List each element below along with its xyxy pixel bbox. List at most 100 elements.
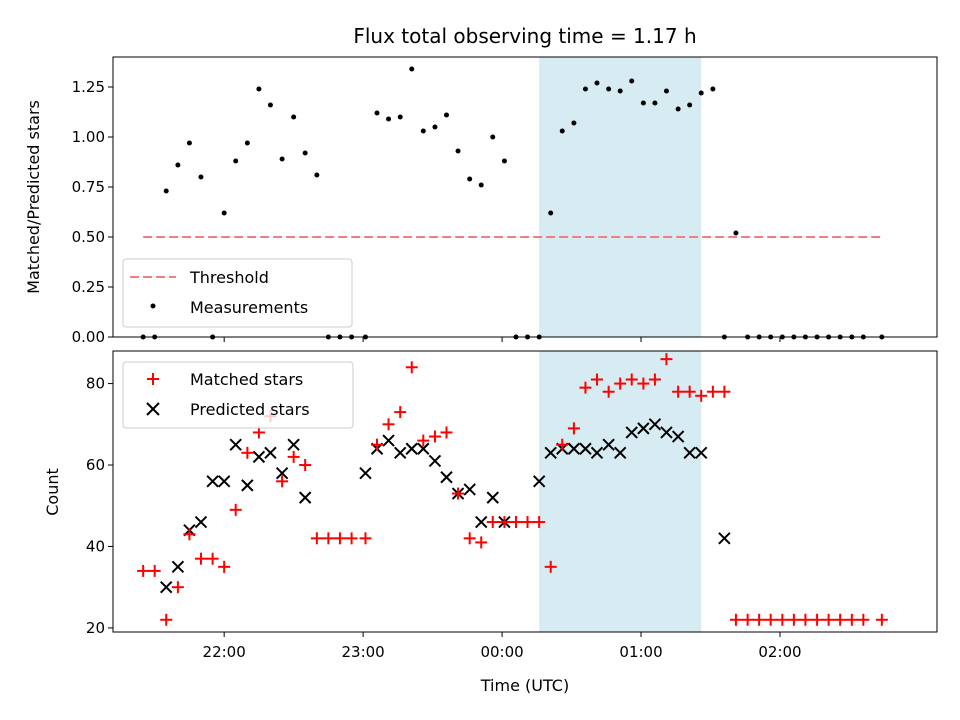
measurement-point: [548, 210, 554, 216]
measurement-point: [175, 162, 181, 168]
matched-star-marker: [834, 613, 847, 626]
predicted-star-marker: [613, 446, 627, 460]
matched-star-marker: [729, 613, 742, 626]
matched-star-marker: [706, 385, 719, 398]
bottom-y-tick-label: 60: [86, 456, 105, 474]
measurement-point: [432, 124, 438, 130]
measurement-point: [244, 140, 250, 146]
matched-star-marker: [845, 613, 858, 626]
matched-star-marker: [509, 516, 522, 529]
matched-star-marker: [764, 613, 777, 626]
predicted-star-marker: [428, 454, 442, 468]
predicted-star-marker: [625, 426, 638, 439]
top-y-ticks: 0.00 0.25 0.50 0.75 1.00 1.25: [72, 78, 113, 346]
measurement-point: [420, 128, 426, 134]
predicted-star-marker: [264, 446, 277, 460]
matched-star-marker: [359, 532, 372, 545]
measurement-point: [698, 90, 704, 96]
predicted-star-marker: [579, 442, 592, 455]
x-axis-label: Time (UTC): [480, 676, 569, 695]
measurement-point: [675, 106, 681, 112]
predicted-star-marker: [252, 450, 266, 464]
x-tick-label: 23:00: [342, 643, 385, 661]
predicted-star-marker: [637, 422, 650, 435]
top-y-axis-label: Matched/Predicted stars: [24, 100, 43, 294]
measurement-point: [490, 134, 496, 140]
measurement-point: [559, 128, 565, 134]
matched-star-marker: [148, 564, 161, 577]
bottom-axes-frame: [112, 350, 938, 633]
measurement-point: [198, 174, 204, 180]
top-y-tick-label: 1.25: [72, 78, 105, 96]
matched-star-marker: [567, 422, 580, 435]
matched-star-marker: [718, 385, 731, 398]
predicted-star-marker: [694, 446, 708, 460]
predicted-star-marker: [648, 418, 662, 431]
matched-star-marker: [241, 446, 254, 459]
matched-star-marker: [276, 475, 289, 488]
matched-star-marker: [614, 377, 627, 390]
measurement-point: [302, 150, 308, 156]
predicted-star-marker: [229, 438, 242, 451]
measurement-point: [652, 100, 658, 106]
measurement-point: [279, 156, 285, 162]
matched-star-marker: [683, 385, 696, 398]
x-tick-label: 00:00: [480, 643, 523, 661]
measurement-point: [291, 114, 297, 120]
predicted-star-marker: [382, 434, 395, 447]
x-tick-label: 02:00: [758, 643, 801, 661]
matched-star-marker: [322, 532, 335, 545]
matched-star-marker: [811, 613, 824, 626]
top-y-tick-label: 0.50: [72, 228, 105, 246]
predicted-star-marker: [683, 446, 696, 460]
matched-star-marker: [394, 406, 407, 419]
matched-star-marker: [579, 381, 592, 394]
matched-star-marker: [310, 532, 323, 545]
measurement-point: [733, 230, 739, 236]
matched-star-marker: [660, 353, 673, 366]
predicted-star-marker: [671, 430, 685, 443]
predicted-star-marker: [718, 532, 731, 545]
matched-star-marker: [544, 560, 557, 573]
matched-star-marker: [822, 613, 835, 626]
measurement-point: [221, 210, 227, 216]
measurement-point: [386, 116, 392, 122]
legend-matched-swatch: [147, 373, 159, 385]
measurement-point: [163, 188, 169, 194]
top-highlight-span: [539, 57, 702, 337]
measurement-point: [478, 182, 484, 188]
measurement-point: [267, 102, 273, 108]
measurement-point: [501, 158, 507, 164]
predicted-star-marker: [567, 442, 581, 455]
measurement-point: [186, 140, 192, 146]
top-x-ticks: [223, 337, 781, 342]
matched-star-marker: [533, 516, 546, 529]
legend-predicted-label: Predicted stars: [190, 400, 310, 419]
matched-star-marker: [625, 373, 638, 386]
predicted-star-marker: [602, 438, 615, 451]
matched-star-marker: [440, 426, 453, 439]
measurement-point: [640, 100, 646, 106]
bottom-y-tick-label: 40: [86, 537, 105, 555]
matched-star-marker: [857, 613, 870, 626]
legend-threshold-label: Threshold: [189, 268, 269, 287]
chart-title: Flux total observing time = 1.17 h: [353, 24, 696, 48]
measurement-point: [606, 86, 612, 92]
predicted-star-marker: [275, 466, 289, 480]
top-y-tick-label: 0.00: [72, 328, 105, 346]
matched-star-marker: [486, 516, 499, 529]
matched-star-marker: [637, 377, 650, 390]
matched-star-marker: [287, 450, 300, 463]
predicted-star-marker: [241, 479, 254, 492]
predicted-star-marker: [206, 475, 219, 488]
predicted-star-marker: [417, 442, 430, 455]
legend-measurements-label: Measurements: [190, 298, 308, 317]
matched-star-marker: [590, 373, 603, 386]
measurement-point: [443, 112, 449, 118]
matched-star-marker: [753, 613, 766, 626]
legend-matched-label: Matched stars: [190, 370, 303, 389]
bottom-y-tick-label: 20: [86, 619, 105, 637]
matched-star-marker: [218, 560, 231, 573]
predicted-star-marker: [359, 466, 372, 480]
